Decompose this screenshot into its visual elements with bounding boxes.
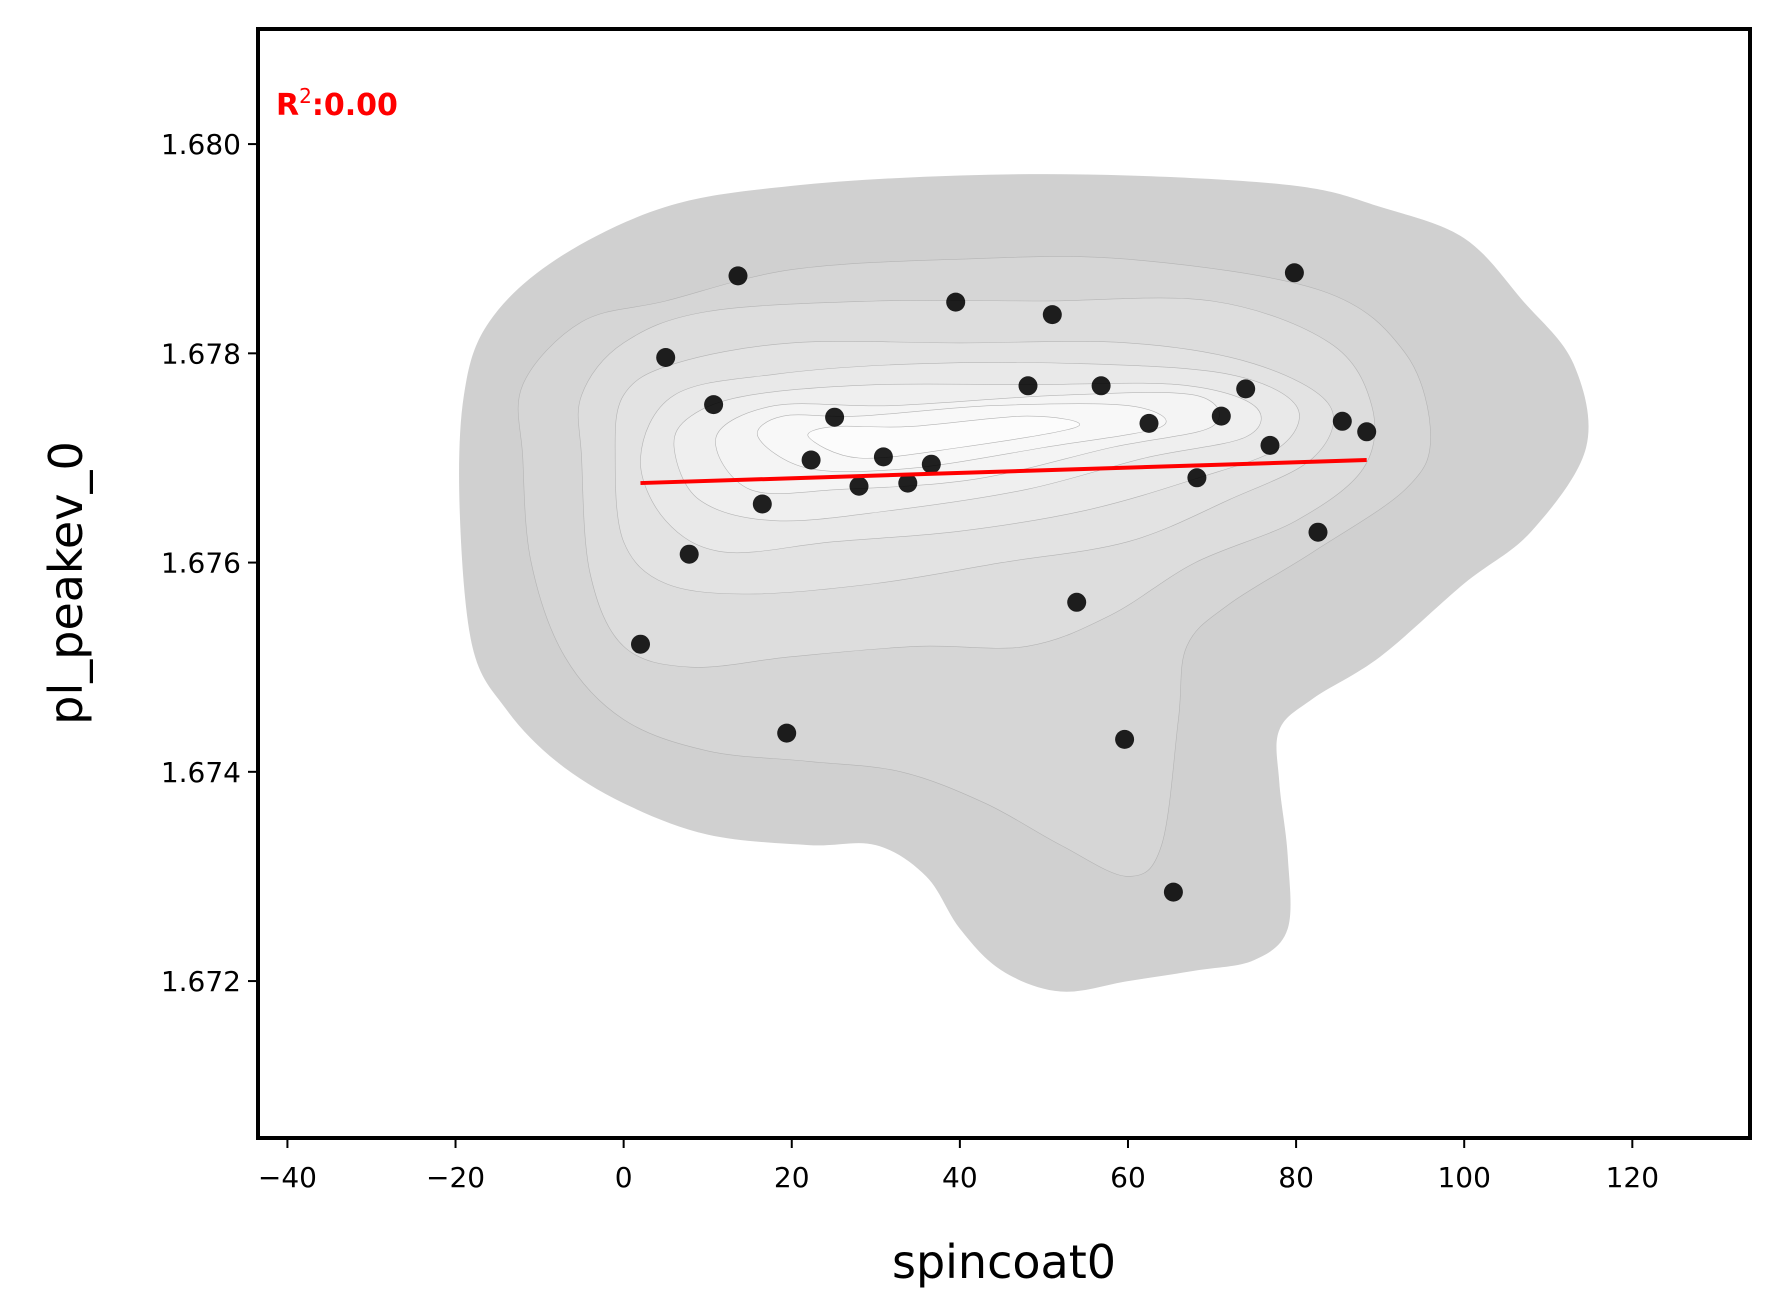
data-point bbox=[777, 723, 797, 743]
data-point bbox=[1163, 882, 1183, 902]
x-tick-label: −40 bbox=[258, 1161, 317, 1194]
y-tick-label: 1.674 bbox=[161, 756, 241, 789]
data-point bbox=[656, 348, 676, 367]
plot-frame bbox=[256, 27, 1752, 1140]
regression-fit bbox=[640, 458, 1367, 486]
data-point bbox=[946, 292, 966, 312]
x-tick-label: 120 bbox=[1606, 1161, 1659, 1194]
data-point bbox=[752, 494, 772, 514]
x-axis-ticks: −40 −20 0 20 40 60 80 100 120 bbox=[258, 1138, 1659, 1194]
r2-superscript: 2 bbox=[299, 84, 312, 108]
y-tick-label: 1.676 bbox=[161, 547, 241, 580]
density-contours bbox=[459, 174, 1589, 992]
data-point bbox=[849, 476, 869, 496]
data-point bbox=[1211, 406, 1231, 426]
data-points bbox=[631, 263, 1377, 902]
x-tick-label: 20 bbox=[774, 1161, 810, 1194]
y-axis-label: pl_peakev_0 bbox=[39, 441, 93, 724]
x-tick-label: 80 bbox=[1278, 1161, 1314, 1194]
data-point bbox=[1236, 379, 1256, 399]
r2-annotation: R2:0.00 bbox=[276, 84, 398, 123]
data-point bbox=[825, 407, 845, 427]
data-point bbox=[679, 544, 699, 564]
data-point bbox=[1042, 305, 1062, 325]
data-point bbox=[1332, 411, 1352, 431]
data-point bbox=[1139, 413, 1159, 433]
y-tick-label: 1.678 bbox=[161, 337, 241, 370]
data-point bbox=[898, 473, 918, 493]
data-point bbox=[1091, 376, 1111, 396]
data-point bbox=[631, 634, 650, 654]
data-point bbox=[1187, 468, 1207, 488]
data-point bbox=[1260, 435, 1280, 455]
fit-line bbox=[640, 458, 1367, 486]
r2-prefix: R bbox=[276, 88, 299, 123]
data-point bbox=[728, 266, 748, 286]
y-tick-label: 1.672 bbox=[161, 965, 241, 998]
data-point bbox=[1284, 263, 1304, 283]
x-tick-label: 60 bbox=[1110, 1161, 1146, 1194]
data-point bbox=[921, 454, 941, 474]
y-axis-ticks: 1.672 1.674 1.676 1.678 1.680 bbox=[161, 128, 258, 998]
x-tick-label: 40 bbox=[942, 1161, 978, 1194]
x-tick-label: 100 bbox=[1437, 1161, 1490, 1194]
data-point bbox=[1067, 592, 1087, 612]
data-point bbox=[801, 450, 821, 470]
data-point bbox=[1357, 422, 1377, 442]
data-point bbox=[1308, 522, 1328, 542]
r2-value: :0.00 bbox=[312, 88, 398, 123]
data-point bbox=[704, 395, 724, 415]
data-point bbox=[873, 447, 893, 467]
x-axis-label: spincoat0 bbox=[892, 1235, 1116, 1289]
x-tick-label: 0 bbox=[615, 1161, 633, 1194]
y-tick-label: 1.680 bbox=[161, 128, 241, 161]
data-point bbox=[1018, 376, 1038, 396]
x-tick-label: −20 bbox=[426, 1161, 485, 1194]
data-point bbox=[1115, 729, 1135, 749]
